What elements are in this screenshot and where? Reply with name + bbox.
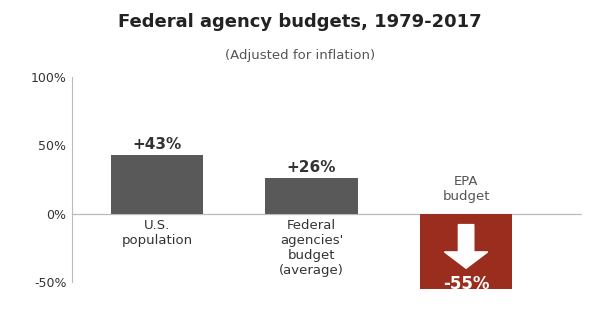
Text: Federal agency budgets, 1979-2017: Federal agency budgets, 1979-2017 bbox=[118, 13, 482, 31]
Text: (Adjusted for inflation): (Adjusted for inflation) bbox=[225, 49, 375, 62]
FancyArrow shape bbox=[445, 225, 488, 268]
Bar bbox=[110, 155, 203, 214]
Text: Federal
agencies'
budget
(average): Federal agencies' budget (average) bbox=[279, 219, 344, 277]
Text: U.S.
population: U.S. population bbox=[121, 219, 193, 247]
Text: +26%: +26% bbox=[287, 160, 336, 175]
Bar bbox=[265, 178, 358, 214]
Text: +43%: +43% bbox=[133, 137, 182, 152]
Text: EPA
budget: EPA budget bbox=[442, 175, 490, 203]
Text: -55%: -55% bbox=[443, 275, 490, 293]
Bar bbox=[420, 214, 512, 289]
